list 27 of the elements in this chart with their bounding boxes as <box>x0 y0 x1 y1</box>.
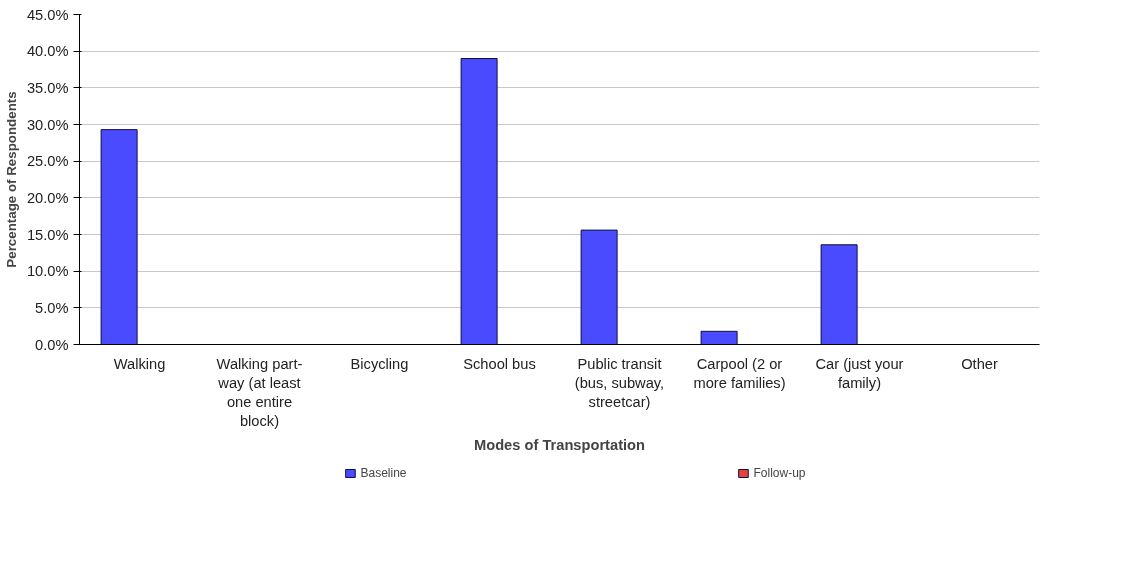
bar <box>580 229 618 345</box>
y-tick-label: 20.0% <box>26 189 69 206</box>
y-tick-label: 0.0% <box>35 336 69 353</box>
x-tick-label: Other <box>961 355 998 372</box>
x-tick-label: Carpool (2 or more families) <box>693 355 786 391</box>
legend-label: Baseline <box>360 466 407 480</box>
x-tick-label: Walking part-way (at least one entire block) <box>216 355 303 430</box>
bar <box>820 244 858 345</box>
x-tick-label: School bus <box>463 355 536 372</box>
x-tick-label: Bicycling <box>350 355 409 372</box>
x-tick-label: Walking <box>113 355 166 372</box>
y-tick-label: 45.0% <box>26 6 69 23</box>
x-tick-label: Car (just your family) <box>815 355 904 391</box>
y-tick-label: 35.0% <box>26 79 69 96</box>
y-tick-label: 40.0% <box>26 43 69 60</box>
x-tick-label: Public transit (bus, subway, streetcar) <box>574 355 665 410</box>
bar <box>100 129 138 345</box>
y-axis-title: Percentage of Respondents <box>3 91 19 268</box>
x-axis-title: Modes of Transportation <box>474 437 646 454</box>
bar <box>460 58 498 345</box>
y-tick-label: 25.0% <box>26 153 69 170</box>
legend-label: Follow-up <box>753 466 806 480</box>
y-tick-label: 15.0% <box>26 226 69 243</box>
y-tick-label: 30.0% <box>26 116 69 133</box>
bar <box>700 330 738 345</box>
y-tick-label: 5.0% <box>35 299 69 316</box>
y-tick-label: 10.0% <box>26 263 69 280</box>
